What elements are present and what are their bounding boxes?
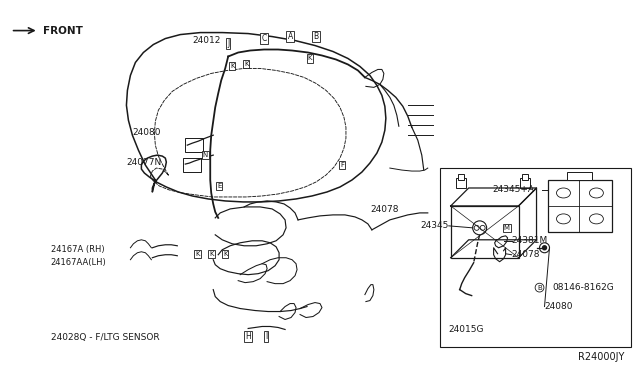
Text: A: A — [287, 32, 292, 41]
Text: 24167AA(LH): 24167AA(LH) — [51, 258, 106, 267]
Bar — [183, 158, 201, 172]
Text: 24080: 24080 — [133, 128, 161, 137]
Text: 24078: 24078 — [511, 250, 540, 259]
Bar — [520, 178, 529, 188]
Text: 24345: 24345 — [420, 221, 449, 230]
Bar — [458, 174, 464, 180]
Text: M: M — [504, 225, 509, 231]
Text: B: B — [537, 285, 542, 291]
Text: R24000JY: R24000JY — [578, 352, 625, 362]
Text: 24077N: 24077N — [126, 158, 161, 167]
Text: 24345+A: 24345+A — [493, 186, 534, 195]
Text: 08146-8162G: 08146-8162G — [552, 283, 614, 292]
Bar — [568, 172, 593, 180]
Text: K: K — [244, 61, 248, 67]
Text: N: N — [203, 152, 208, 158]
Text: 24012: 24012 — [192, 36, 221, 45]
Circle shape — [543, 246, 547, 250]
Text: I: I — [265, 332, 268, 341]
Text: 24167A (RH): 24167A (RH) — [51, 245, 104, 254]
Bar — [456, 178, 466, 188]
Text: 24078: 24078 — [370, 205, 398, 214]
Bar — [440, 168, 631, 347]
Text: E: E — [217, 183, 221, 189]
Text: 24028Q - F/LTG SENSOR: 24028Q - F/LTG SENSOR — [51, 333, 159, 342]
Bar — [522, 174, 527, 180]
Text: K: K — [230, 64, 234, 70]
Text: FRONT: FRONT — [43, 26, 83, 36]
Text: 24381M: 24381M — [511, 236, 548, 245]
Text: K: K — [223, 251, 227, 257]
Bar — [451, 206, 518, 258]
Text: K: K — [308, 55, 312, 61]
Text: C: C — [262, 34, 267, 43]
Text: 24015G: 24015G — [449, 325, 484, 334]
Text: B: B — [314, 32, 319, 41]
Bar — [186, 138, 204, 152]
Text: 24080: 24080 — [545, 302, 573, 311]
Text: K: K — [195, 251, 200, 257]
Text: K: K — [209, 251, 214, 257]
Text: F: F — [340, 162, 344, 168]
Bar — [547, 180, 612, 232]
Text: J: J — [227, 39, 229, 48]
Text: H: H — [245, 332, 251, 341]
